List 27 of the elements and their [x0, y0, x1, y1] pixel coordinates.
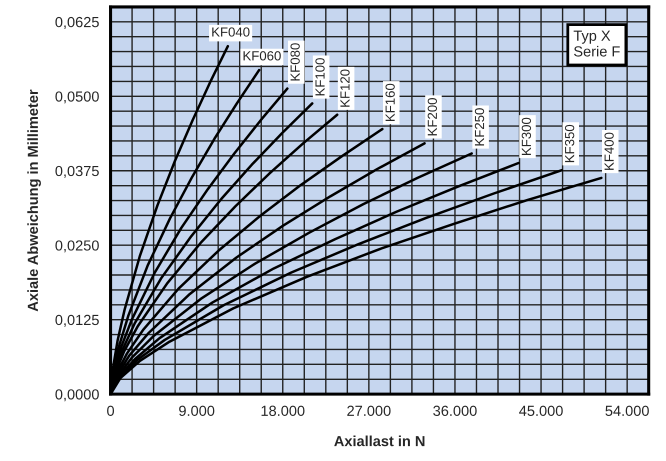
series-label: KF040: [212, 27, 250, 37]
x-tick-label: 27.000: [347, 406, 391, 416]
text: KF100: [315, 58, 325, 96]
text: KF350: [564, 124, 574, 162]
y-tick-label: 0,0125: [55, 314, 99, 327]
text: KF120: [340, 69, 350, 107]
text: KF200: [428, 98, 438, 136]
x-axis-title: Axiallast in N: [334, 436, 424, 446]
x-tick-label: 18.000: [262, 406, 304, 416]
y-tick-label: 0,0625: [55, 16, 99, 29]
y-axis-title: Axiale Abweichung in Millimeter: [27, 90, 41, 312]
text: KF160: [385, 84, 395, 122]
text: KF080: [290, 43, 300, 81]
text: KF300: [522, 118, 532, 155]
annotation: Typ X Serie F: [574, 30, 620, 57]
y-tick-label: 0,0500: [55, 91, 99, 104]
text: KF400: [604, 132, 614, 170]
y-tick-label: 0,0000: [55, 389, 99, 402]
series-label: KF060: [244, 51, 281, 61]
y-tick-label: 0,0250: [55, 240, 99, 252]
x-tick-label: 45.000: [519, 406, 563, 416]
y-tick-label: 0,0375: [55, 166, 99, 178]
x-tick-label: 54.000: [605, 406, 649, 416]
x-tick-label: 0: [107, 406, 114, 416]
x-tick-label: 9.000: [179, 406, 214, 416]
x-tick-label: 36.000: [433, 406, 477, 416]
text: KF250: [474, 108, 484, 146]
